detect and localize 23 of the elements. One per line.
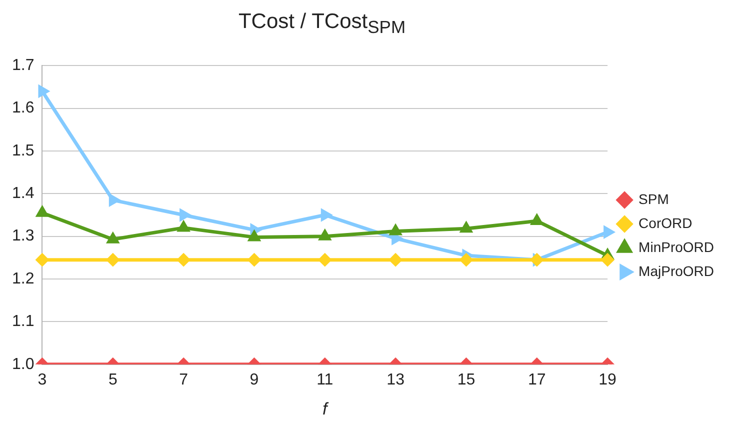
x-tick-label: 13 [386, 371, 405, 388]
x-tick-label: 11 [316, 371, 334, 388]
y-tick-label: 1.0 [12, 356, 34, 373]
x-tick-label: 19 [598, 371, 617, 388]
y-tick-label: 1.1 [12, 313, 34, 330]
x-tick-label: 3 [38, 371, 47, 388]
x-tick-label: 17 [528, 371, 546, 388]
y-tick-label: 1.7 [12, 57, 34, 74]
legend-label: MajProORD [638, 262, 714, 279]
x-tick-label: 5 [108, 371, 118, 388]
chart-title: TCost / TCost$_{SPM}$ [237, 9, 407, 40]
x-tick-label: 7 [179, 371, 188, 388]
y-tick-label: 1.6 [12, 100, 34, 117]
legend-label: CorORD [638, 214, 692, 231]
legend-label: MinProORD [638, 238, 714, 255]
x-axis-title: f [322, 400, 330, 419]
y-tick-label: 1.4 [12, 185, 34, 202]
x-tick-label: 9 [250, 371, 259, 388]
x-tick-label: 15 [457, 371, 476, 388]
y-tick-label: 1.5 [12, 142, 34, 160]
y-tick-label: 1.3 [12, 228, 34, 245]
y-tick-label: 1.2 [12, 270, 34, 288]
legend-label: SPM [638, 190, 669, 207]
